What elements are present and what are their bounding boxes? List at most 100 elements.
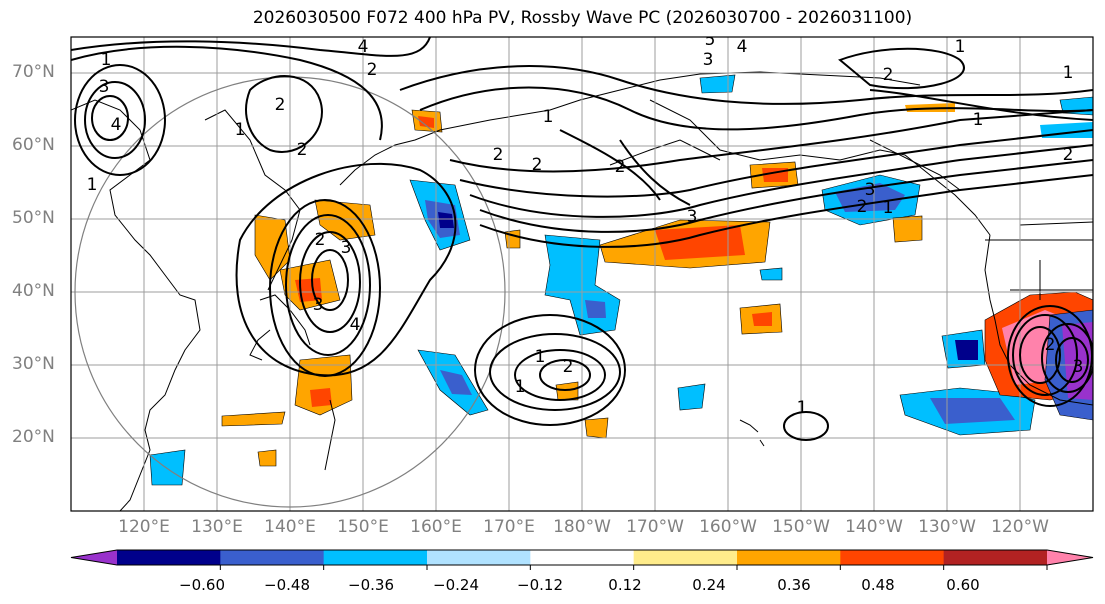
contour-label: 1 (235, 120, 246, 140)
contour-label: 2 (532, 155, 543, 175)
lon-label: 130°W (918, 517, 976, 537)
shading-blob (699, 74, 736, 94)
shading-blob (294, 354, 353, 416)
contour-line (474, 314, 626, 426)
contour-layer (71, 37, 1093, 441)
coastline (739, 419, 765, 447)
cb-tick-label: 0.24 (692, 576, 726, 594)
lon-label: 130°E (191, 517, 243, 537)
contour-line (71, 45, 383, 141)
contour-label: 1 (515, 377, 526, 397)
coastline (609, 139, 721, 166)
contour-label: 4 (350, 315, 361, 335)
contour-label: 2 (493, 145, 504, 165)
colorbar-outline (70, 549, 1094, 566)
contour-line (84, 81, 146, 159)
lon-label: 160°W (699, 517, 757, 537)
contour-line (285, 214, 371, 356)
contour-line (1012, 314, 1078, 396)
shading-blob (655, 225, 745, 260)
contour-line (514, 349, 606, 401)
contour-label: 1 (535, 347, 546, 367)
colorbar-extend-high (1047, 550, 1093, 565)
contour-line (399, 65, 1093, 105)
lat-label-50: 50°N (12, 208, 55, 228)
contour-label: 3 (341, 238, 352, 258)
contour-line (479, 159, 1093, 233)
contour-label: 5 (705, 30, 716, 50)
contour-label: 2 (315, 230, 326, 250)
shading-blob (310, 388, 332, 407)
lon-label: 140°E (264, 517, 316, 537)
contour-line (299, 231, 361, 333)
contour-line (783, 411, 829, 441)
contour-label: 2 (563, 357, 574, 377)
cb-tick-label: 0.12 (608, 576, 642, 594)
cb-tick-label: −0.36 (348, 576, 394, 594)
cb-tick-label: 0.36 (777, 576, 811, 594)
contour-label: 1 (1063, 63, 1074, 83)
shading-blob (440, 370, 472, 395)
colorbar-segment (943, 550, 1048, 565)
contour-label: 3 (703, 50, 714, 70)
lat-label-20: 20°N (12, 427, 55, 447)
contour-label: 2 (1045, 335, 1056, 355)
contour-line (1007, 305, 1093, 407)
map-frame (70, 36, 1094, 512)
contour-label: 3 (865, 180, 876, 200)
shading-blob (257, 449, 277, 467)
lat-label-70: 70°N (12, 62, 55, 82)
contour-label: 1 (87, 175, 98, 195)
contour-label: 3 (1073, 357, 1084, 377)
coastline (204, 109, 301, 291)
colorbar-segment (323, 550, 428, 565)
contour-label: 2 (883, 65, 894, 85)
contour-line (869, 89, 1093, 121)
colorbar-segment (840, 550, 945, 565)
contour-line (559, 129, 661, 201)
lat-label-40: 40°N (12, 281, 55, 301)
lon-label: 120°E (118, 517, 170, 537)
lon-label: 150°W (772, 517, 830, 537)
coastline (985, 221, 1093, 241)
contour-label: 4 (111, 115, 122, 135)
coastline (649, 99, 991, 236)
shading-blob (955, 340, 978, 360)
shading-blob (221, 411, 286, 427)
contour-label: 2 (297, 140, 308, 160)
cb-tick-label: −0.24 (433, 576, 479, 594)
contour-line (1019, 326, 1061, 384)
contour-line (469, 144, 1093, 218)
lon-label: 160°E (410, 517, 462, 537)
contour-line (619, 139, 691, 206)
cb-tick-label: 0.48 (861, 576, 895, 594)
lat-label-60: 60°N (12, 135, 55, 155)
contour-line (449, 109, 1093, 173)
contour-label: 2 (1063, 145, 1074, 165)
cb-tick-label: 0.60 (946, 576, 980, 594)
shading-blob (149, 449, 186, 486)
lon-label: 120°W (991, 517, 1049, 537)
colorbar-segments (70, 549, 1094, 566)
map-title: 2026030500 F072 400 hPa PV, Rossby Wave … (252, 8, 913, 28)
contour-label: 2 (367, 60, 378, 80)
shading-blob (438, 212, 454, 228)
lon-label: 150°E (337, 517, 389, 537)
coastline (71, 99, 201, 511)
colorbar-segment (117, 550, 221, 565)
coastline (869, 139, 961, 191)
colorbar-segment (633, 550, 738, 565)
contour-line (235, 162, 457, 377)
shading-blob (418, 116, 434, 128)
contour-label: 3 (99, 77, 110, 97)
contour-label: 1 (955, 37, 966, 57)
colorbar-segment (737, 550, 841, 565)
contour-label: 3 (313, 295, 324, 315)
cb-tick-label: −0.60 (179, 576, 225, 594)
contour-line (311, 249, 349, 311)
contour-line (489, 333, 621, 411)
contour-line (1055, 337, 1089, 383)
contour-label: 4 (358, 37, 369, 57)
contour-label: 1 (797, 398, 808, 418)
contour-line (838, 47, 965, 90)
